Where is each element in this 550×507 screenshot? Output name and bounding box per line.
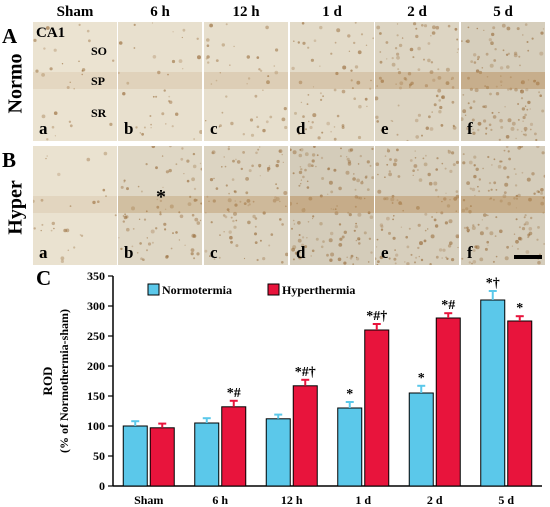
significance-mark: *# — [441, 298, 455, 313]
micrograph-tile: f — [461, 22, 545, 141]
tile-letter: d — [296, 243, 306, 262]
asterisk-marker: * — [156, 186, 166, 208]
column-header: 1 d — [322, 4, 342, 20]
y-axis-label: ROD — [40, 367, 55, 396]
region-label: CA1 — [36, 25, 66, 41]
pyramidal-layer-band — [375, 195, 459, 213]
significance-mark: *#† — [366, 309, 387, 324]
pyramidal-layer-band — [118, 195, 202, 213]
y-tick-label: 150 — [87, 389, 105, 403]
tile-letter: f — [467, 243, 473, 262]
y-axis-label-units: (% of Normothermia-sham) — [57, 309, 71, 453]
significance-mark: *#† — [295, 365, 316, 380]
pyramidal-layer-band — [118, 71, 202, 89]
x-tick-label: 1 d — [355, 493, 371, 507]
bar-hyperthermia — [435, 317, 461, 487]
bar-hyperthermia — [149, 427, 175, 487]
pyramidal-layer-band — [375, 71, 459, 89]
bar-hyperthermia — [507, 320, 533, 487]
y-tick-label: 200 — [87, 359, 105, 373]
micrograph-tile: d — [290, 22, 374, 141]
micrograph-tile: d — [290, 146, 374, 265]
row-panel-label: A — [2, 24, 18, 48]
x-tick-label: Sham — [134, 493, 163, 507]
column-header: 5 d — [493, 4, 513, 20]
column-header: 12 h — [232, 4, 260, 20]
y-tick-label: 100 — [87, 419, 105, 433]
tile-letter: b — [124, 119, 134, 138]
x-tick-label: 2 d — [427, 493, 443, 507]
legend-swatch — [147, 283, 160, 296]
bar-hyperthermia — [292, 385, 318, 487]
pyramidal-layer-band — [461, 71, 545, 89]
tile-letter: f — [467, 119, 473, 138]
tile-letter: a — [39, 119, 48, 138]
row-panel-label: B — [2, 148, 17, 172]
micrograph-tile: e — [375, 22, 459, 141]
y-tick-label: 250 — [87, 329, 105, 343]
row-group-label: Hyper — [4, 180, 27, 235]
x-tick-label: 5 d — [498, 493, 514, 507]
y-tick-label: 50 — [93, 449, 105, 463]
legend-label: Normotermia — [162, 283, 232, 297]
pyramidal-layer-band — [204, 71, 288, 89]
panel-c-label: C — [36, 266, 52, 290]
bar-normothermia — [265, 418, 291, 487]
pyramidal-layer-band — [461, 195, 545, 213]
tile-letter: a — [39, 243, 48, 262]
micrograph-tile: b — [118, 22, 202, 141]
tile-letter: e — [381, 243, 389, 262]
micrograph-tile: a CA1 SO SP SR — [33, 22, 117, 141]
x-tick-label: 12 h — [281, 493, 303, 507]
tile-letter: d — [296, 119, 306, 138]
micrograph-tile: f — [461, 146, 545, 265]
pyramidal-layer-band — [33, 71, 117, 89]
pyramidal-layer-band — [290, 71, 374, 89]
column-header: 2 d — [407, 4, 427, 20]
column-header: 6 h — [150, 4, 170, 20]
bar-hyperthermia — [221, 406, 247, 487]
rod-bar-chart: 0 50 100 150 200 250 300 350 ROD (% of Normotherm… — [40, 269, 542, 507]
tile-letter: c — [210, 243, 218, 262]
significance-mark: * — [418, 371, 425, 386]
micrograph-tile: a — [33, 146, 117, 265]
tile-letter: e — [381, 119, 389, 138]
pyramidal-layer-band — [290, 195, 374, 213]
legend-swatch — [267, 283, 280, 296]
bar-normothermia — [408, 392, 434, 487]
tile-letter: b — [124, 243, 134, 262]
bar-hyperthermia — [364, 329, 390, 487]
pyramidal-layer-band — [33, 195, 117, 213]
bar-normothermia — [122, 425, 148, 487]
layer-label: SP — [91, 74, 106, 88]
layer-label: SO — [91, 44, 108, 58]
column-header: Sham — [56, 4, 94, 20]
y-tick-label: 0 — [99, 479, 105, 493]
tile-letter: c — [210, 119, 218, 138]
scale-bar — [514, 255, 542, 259]
bar-normothermia — [337, 407, 363, 487]
row-group-label: Normo — [4, 53, 27, 114]
micrograph-tile: e — [375, 146, 459, 265]
micrograph-tile: c — [204, 146, 288, 265]
layer-label: SR — [91, 106, 107, 120]
significance-mark: * — [346, 387, 353, 402]
y-tick-label: 300 — [87, 299, 105, 313]
significance-mark: *† — [486, 276, 500, 291]
legend-label: Hyperthermia — [282, 283, 355, 297]
micrograph-tile: b * — [118, 146, 202, 265]
pyramidal-layer-band — [204, 195, 288, 213]
bar-normothermia — [194, 422, 220, 487]
significance-mark: *# — [227, 386, 241, 401]
x-tick-label: 6 h — [212, 493, 228, 507]
y-tick-label: 350 — [87, 269, 105, 283]
significance-mark: * — [516, 301, 523, 316]
bar-normothermia — [480, 299, 506, 487]
micrograph-tile: c — [204, 22, 288, 141]
